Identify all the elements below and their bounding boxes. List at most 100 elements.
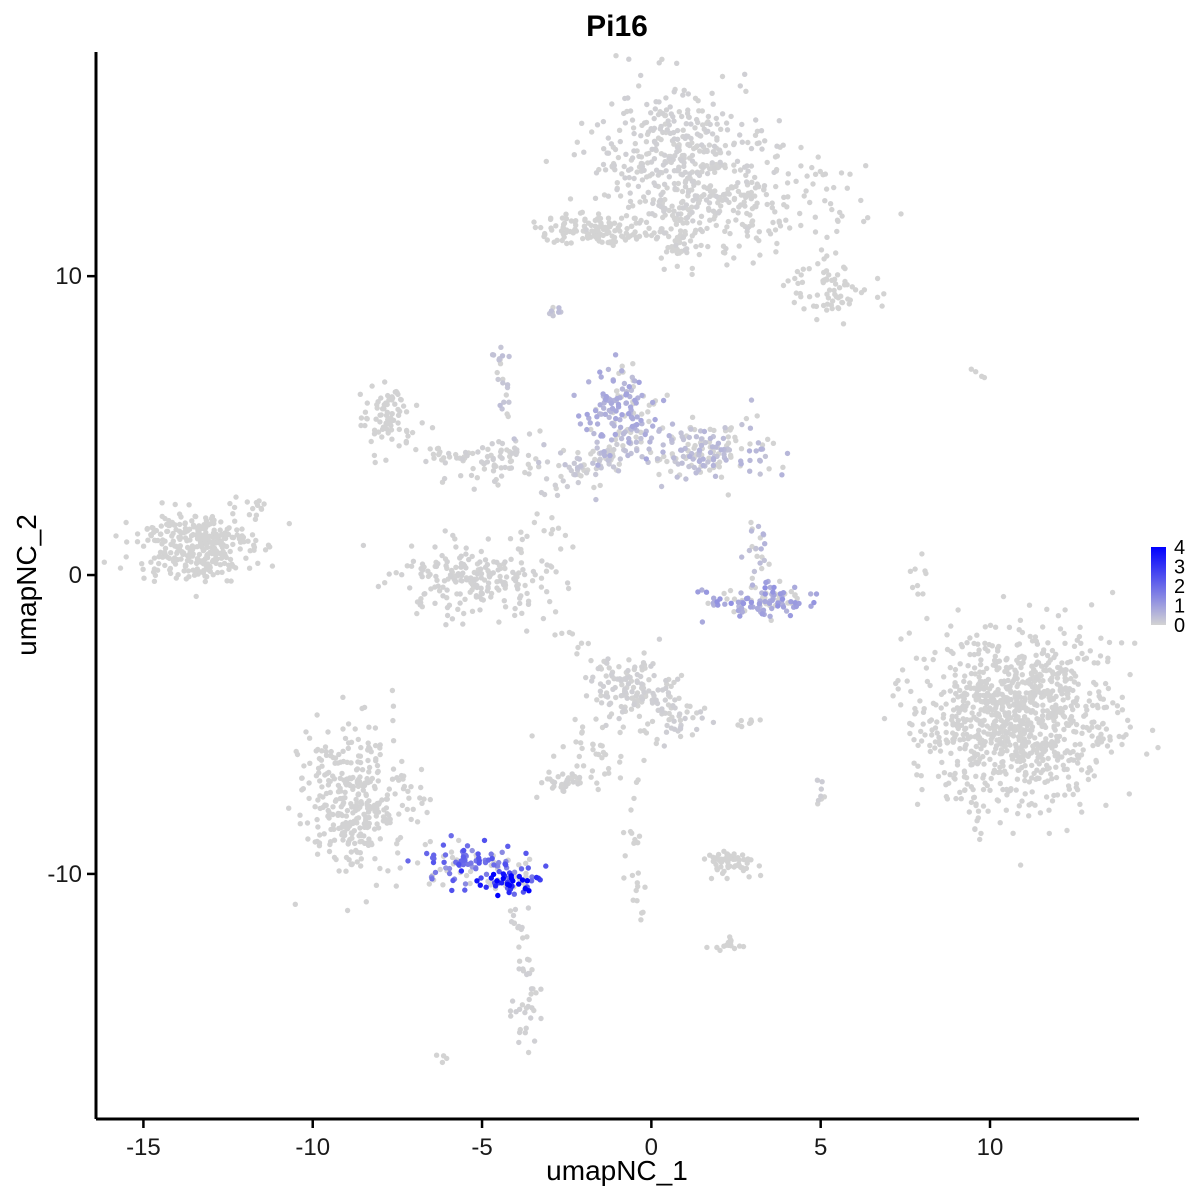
data-point	[620, 443, 626, 449]
data-point	[413, 446, 419, 453]
data-point	[1034, 741, 1040, 747]
data-point	[756, 140, 762, 146]
data-point	[202, 525, 209, 531]
data-point	[448, 567, 455, 574]
data-point	[728, 600, 734, 606]
data-point	[485, 446, 491, 452]
data-point	[471, 577, 477, 583]
data-point	[812, 214, 818, 220]
data-point	[484, 459, 491, 465]
data-point	[508, 1013, 514, 1019]
data-point	[700, 462, 706, 469]
data-point	[478, 575, 484, 581]
data-point	[927, 682, 933, 689]
data-point	[176, 511, 183, 517]
data-point	[755, 440, 762, 446]
data-point	[645, 409, 651, 415]
data-point	[510, 569, 516, 575]
data-point	[1015, 810, 1021, 817]
data-point	[436, 588, 443, 594]
data-point	[906, 630, 912, 636]
data-point	[1036, 761, 1042, 767]
data-point	[1023, 690, 1029, 696]
data-point	[494, 559, 500, 565]
data-point	[390, 717, 396, 724]
data-point	[491, 463, 497, 469]
data-point	[469, 587, 475, 593]
data-point	[651, 125, 658, 131]
data-point	[686, 463, 692, 470]
data-point	[948, 750, 954, 756]
data-point	[569, 631, 576, 637]
data-point	[501, 582, 507, 588]
data-point	[297, 812, 303, 818]
data-point	[588, 657, 594, 664]
data-point	[924, 615, 930, 622]
data-point	[749, 575, 755, 581]
data-point	[671, 136, 677, 142]
data-point	[1026, 779, 1033, 785]
data-point	[1060, 762, 1067, 768]
data-point	[818, 247, 825, 253]
data-point	[559, 237, 565, 244]
data-point	[746, 547, 753, 554]
data-point	[641, 757, 647, 764]
data-point	[346, 857, 352, 863]
data-point	[159, 541, 165, 547]
data-point	[1078, 640, 1084, 646]
data-point	[496, 868, 502, 875]
data-point	[656, 99, 662, 105]
data-point	[927, 748, 933, 755]
data-point	[1068, 703, 1074, 709]
data-point	[1127, 724, 1134, 730]
data-point	[597, 369, 603, 375]
data-point	[748, 857, 754, 863]
data-point	[1047, 697, 1053, 703]
data-point	[1049, 647, 1056, 654]
data-point	[977, 680, 983, 686]
data-point	[1068, 668, 1075, 674]
data-point	[306, 795, 312, 802]
data-point	[424, 850, 430, 857]
data-point	[604, 660, 610, 666]
data-point	[497, 573, 503, 580]
data-point	[342, 735, 349, 742]
data-point	[603, 722, 609, 729]
data-point	[213, 560, 219, 566]
data-point	[934, 730, 940, 736]
data-point	[573, 218, 579, 224]
data-point	[699, 619, 706, 625]
data-point	[544, 562, 550, 568]
data-point	[317, 778, 323, 784]
data-point	[481, 466, 488, 472]
data-point	[594, 780, 600, 786]
data-point	[650, 399, 656, 406]
data-point	[525, 452, 532, 459]
data-point	[500, 875, 506, 882]
data-point	[1054, 681, 1061, 687]
data-point	[337, 775, 343, 781]
data-point	[449, 616, 456, 622]
data-point	[326, 848, 333, 855]
data-point	[417, 602, 423, 608]
data-point	[725, 218, 731, 225]
data-point	[549, 227, 555, 233]
data-point	[846, 301, 852, 307]
data-point	[987, 756, 993, 762]
data-point	[352, 726, 358, 732]
data-point	[707, 435, 714, 442]
data-point	[554, 237, 560, 243]
data-point	[690, 218, 696, 224]
data-point	[915, 591, 921, 597]
data-point	[365, 806, 372, 812]
data-point	[477, 882, 483, 888]
data-point	[710, 719, 717, 726]
data-point	[150, 569, 157, 575]
data-point	[696, 458, 703, 465]
data-point	[518, 866, 525, 872]
data-point	[711, 143, 718, 149]
data-point	[993, 718, 999, 724]
data-point	[443, 622, 449, 628]
data-point	[766, 228, 772, 234]
